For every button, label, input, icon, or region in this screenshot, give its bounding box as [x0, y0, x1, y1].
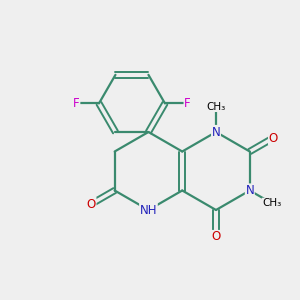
Text: CH₃: CH₃ — [206, 101, 226, 112]
Text: O: O — [212, 230, 220, 244]
Text: O: O — [268, 131, 278, 145]
Text: N: N — [245, 184, 254, 197]
Text: NH: NH — [140, 203, 157, 217]
Text: F: F — [73, 97, 80, 110]
Text: CH₃: CH₃ — [262, 198, 281, 208]
Text: N: N — [212, 125, 220, 139]
Text: O: O — [87, 197, 96, 211]
Text: F: F — [184, 97, 191, 110]
